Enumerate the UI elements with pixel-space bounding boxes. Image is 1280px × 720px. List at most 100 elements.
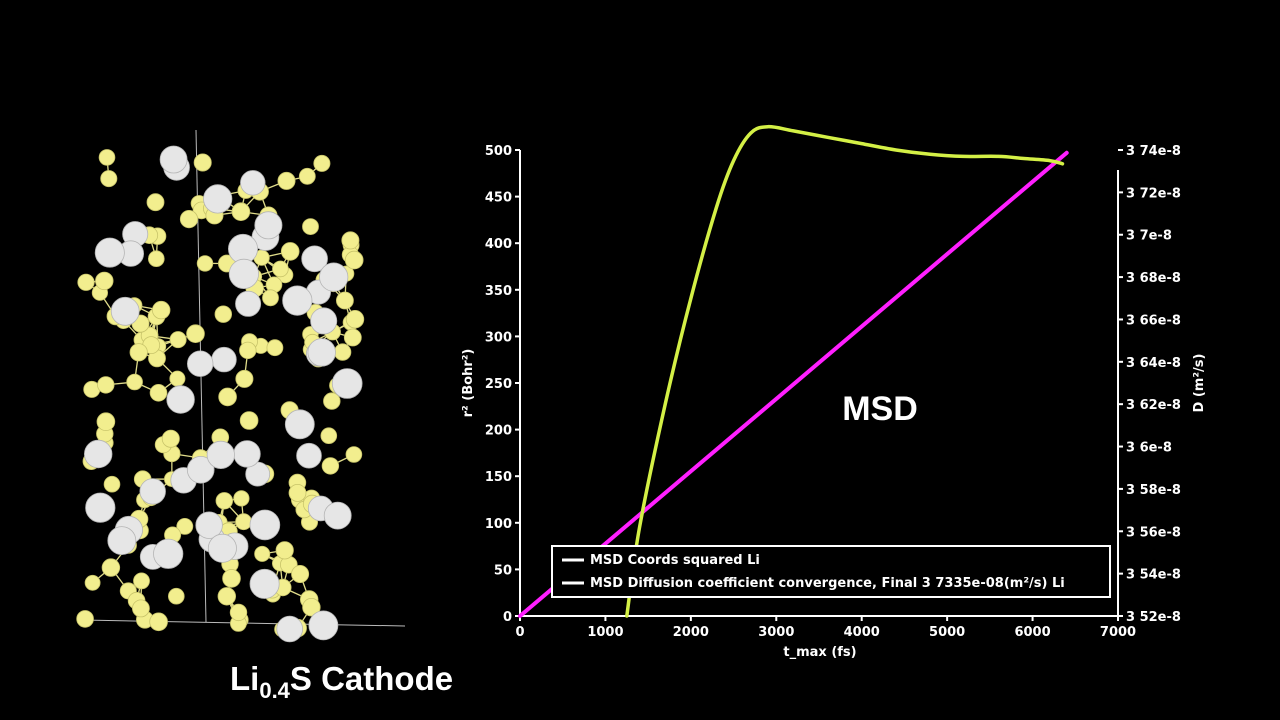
sulfur-atom <box>101 558 121 577</box>
sulfur-atom <box>345 310 365 329</box>
series-line-1 <box>625 124 1065 618</box>
y-axis-right-label: D (m²/s) <box>1192 354 1207 413</box>
sulfur-atom <box>169 370 186 387</box>
lithium-atom <box>207 533 237 563</box>
sulfur-atom <box>333 343 352 361</box>
x-tick-label: 0 <box>515 625 524 640</box>
lithium-atom <box>284 409 315 440</box>
sulfur-atom <box>229 603 248 622</box>
y-tick-label-left: 50 <box>494 563 512 578</box>
caption-rest: S Cathode <box>290 660 453 697</box>
sulfur-atom <box>262 289 279 307</box>
legend: MSD Coords squared Li MSD Diffusion coef… <box>551 545 1111 598</box>
sulfur-atom <box>298 167 316 185</box>
lithium-atom <box>240 170 266 196</box>
legend-box <box>551 545 1111 598</box>
y-tick-label-left: 300 <box>485 330 512 345</box>
sulfur-atom <box>275 541 294 560</box>
y-tick-label-right: 3 68e-8 <box>1126 271 1181 286</box>
lithium-atom <box>110 296 140 326</box>
sulfur-atom <box>146 193 165 212</box>
lithium-atom <box>249 568 280 599</box>
lithium-atom <box>235 290 262 317</box>
sulfur-atom <box>84 574 101 591</box>
lithium-atom <box>319 262 349 292</box>
crystal-structure <box>76 129 406 643</box>
lithium-atom <box>186 455 215 484</box>
x-tick-label: 2000 <box>673 625 709 640</box>
sulfur-atom <box>321 457 340 475</box>
lithium-atom <box>83 439 113 469</box>
sulfur-atom <box>233 490 250 507</box>
sulfur-atom <box>302 598 321 617</box>
y-tick-label-left: 250 <box>485 377 512 392</box>
sulfur-atom <box>149 383 168 402</box>
sulfur-atom <box>254 545 271 562</box>
sulfur-atom <box>96 412 116 432</box>
lithium-atom <box>186 350 214 377</box>
y-tick-label-left: 350 <box>485 284 512 299</box>
lithium-atom <box>296 442 322 469</box>
sulfur-atom <box>343 328 362 347</box>
lithium-atom <box>310 307 338 335</box>
y-tick-label-right: 3 6e-8 <box>1126 441 1172 456</box>
sulfur-atom <box>288 483 307 502</box>
x-tick-label: 1000 <box>587 625 623 640</box>
sulfur-atom <box>161 429 180 448</box>
chart-axes: 0 1000 2000 3000 4000 5000 6000 7000 0 50 100 150 20… <box>485 144 1181 640</box>
sulfur-atom <box>214 305 233 323</box>
sulfur-atom <box>103 475 121 493</box>
lithium-atom <box>308 610 339 641</box>
lithium-atom <box>228 258 259 289</box>
sulfur-atom <box>176 518 194 535</box>
lithium-atom <box>139 478 166 505</box>
sulfur-atom <box>218 387 237 407</box>
sulfur-atom <box>341 231 360 250</box>
sulfur-atom <box>168 587 185 605</box>
y-tick-label-right: 3 58e-8 <box>1126 483 1181 498</box>
lithium-atom <box>206 440 235 469</box>
y-tick-label-right: 3 56e-8 <box>1126 525 1181 540</box>
caption-li: Li <box>230 660 259 697</box>
lithium-atom <box>323 501 352 530</box>
lithium-atom <box>331 368 363 399</box>
sulfur-atom <box>291 565 310 584</box>
lithium-atom <box>107 526 137 555</box>
structure-caption: Li0.4S Cathode <box>230 660 453 703</box>
x-tick-label: 4000 <box>844 625 880 640</box>
lithium-atom <box>233 440 261 468</box>
sulfur-atom <box>129 343 148 362</box>
sulfur-atom <box>323 392 341 410</box>
lithium-atom <box>94 237 125 268</box>
lithium-atom <box>195 511 223 539</box>
sulfur-atom <box>344 250 364 270</box>
lithium-atom <box>153 538 184 569</box>
y-tick-label-left: 200 <box>485 424 512 439</box>
y-tick-label-left: 450 <box>485 191 512 206</box>
x-axis-label: t_max (fs) <box>783 645 856 660</box>
series-line-0 <box>518 150 1069 618</box>
sulfur-atom <box>98 149 116 166</box>
x-tick-label: 7000 <box>1100 625 1136 640</box>
sulfur-atom <box>131 599 150 618</box>
y-axis-left-label: r² (Bohr²) <box>461 349 476 418</box>
sulfur-atom <box>313 154 331 172</box>
lithium-atom <box>203 184 233 214</box>
y-tick-label-right: 3 54e-8 <box>1126 568 1181 583</box>
y-tick-label-right: 3 7e-8 <box>1126 229 1172 244</box>
lithium-atom <box>249 509 281 541</box>
sulfur-atom <box>169 331 187 349</box>
sulfur-atom <box>126 373 143 391</box>
y-tick-label-right: 3 74e-8 <box>1126 144 1181 159</box>
sulfur-atom <box>151 300 171 320</box>
y-tick-label-left: 100 <box>485 517 512 532</box>
sulfur-atom <box>235 369 254 388</box>
sulfur-atom <box>335 291 354 310</box>
sulfur-atom <box>193 153 212 172</box>
sulfur-atom <box>266 339 284 357</box>
y-tick-label-right: 3 52e-8 <box>1126 610 1181 625</box>
sulfur-atom <box>280 242 300 261</box>
lithium-atom <box>85 492 116 523</box>
msd-annotation: MSD <box>842 390 918 428</box>
